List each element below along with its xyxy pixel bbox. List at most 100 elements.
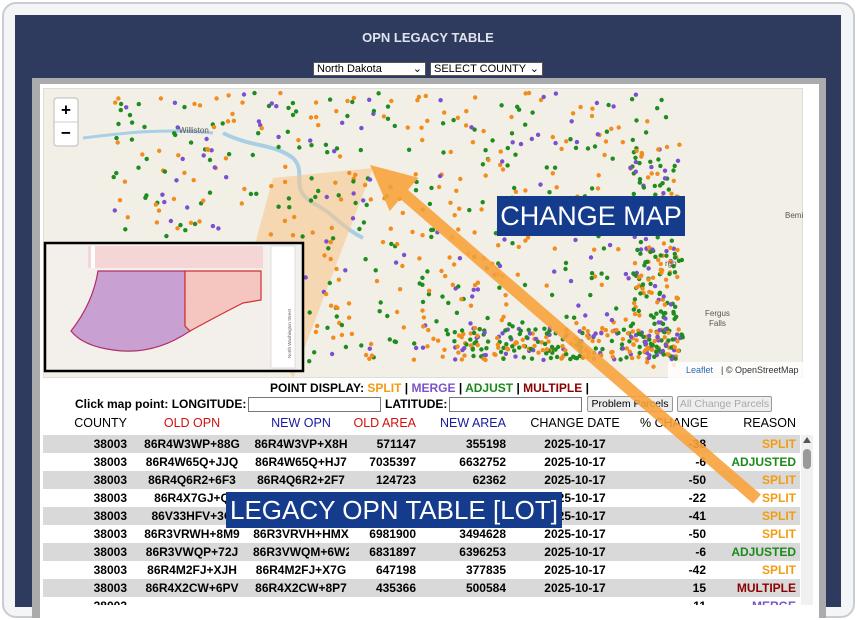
- map-point: [387, 337, 392, 342]
- map-point: [452, 330, 457, 335]
- longitude-input[interactable]: [248, 397, 381, 412]
- attribution-link[interactable]: | © OpenStreetMap: [721, 365, 799, 375]
- map-point: [680, 335, 685, 340]
- map-point: [368, 341, 374, 347]
- map-point: [334, 266, 339, 272]
- problem-parcels-button[interactable]: Problem Parcels: [587, 396, 673, 412]
- map-point: [645, 346, 650, 351]
- map-point: [654, 344, 659, 349]
- map[interactable]: + − Williston Bemi Fergus Falls rgo Nort…: [43, 88, 803, 378]
- table-cell: ADJUSTED: [731, 545, 796, 559]
- scroll-up[interactable]: [803, 437, 811, 443]
- map-point: [445, 332, 451, 337]
- river: [82, 129, 214, 140]
- zoom-out[interactable]: −: [61, 123, 71, 142]
- latitude-input[interactable]: [449, 397, 582, 412]
- map-point: [434, 319, 439, 324]
- table-row: [43, 579, 800, 597]
- lot-label: LEGACY OPN TABLE [LOT]: [226, 492, 562, 528]
- map-point: [563, 266, 568, 272]
- map-point: [591, 356, 596, 361]
- map-point: [658, 253, 663, 258]
- map-point: [664, 253, 669, 258]
- map-point: [648, 249, 653, 255]
- map-point: [663, 327, 668, 332]
- map-point: [574, 139, 580, 145]
- map-point: [553, 347, 558, 352]
- map-point: [113, 100, 118, 105]
- table-cell: -22: [688, 491, 706, 505]
- map-point: [480, 162, 486, 167]
- map-point: [568, 278, 574, 284]
- map-point: [278, 90, 283, 96]
- all-change-parcels-button[interactable]: All Change Parcels: [677, 396, 772, 412]
- map-point: [592, 144, 598, 149]
- map-point: [596, 338, 602, 344]
- map-point: [674, 314, 679, 319]
- map-point: [308, 115, 314, 120]
- place-label: Fergus: [705, 309, 730, 318]
- map-point: [256, 131, 261, 136]
- map-point: [563, 334, 569, 339]
- map-point: [412, 341, 417, 346]
- map-point: [671, 178, 676, 183]
- map-point: [347, 170, 352, 176]
- map-point: [359, 343, 364, 348]
- map-point: [361, 198, 366, 203]
- map-point: [423, 93, 428, 99]
- map-point: [504, 302, 509, 307]
- map-point: [581, 326, 587, 331]
- map-point: [452, 339, 457, 344]
- map-point: [634, 285, 640, 290]
- map-point: [638, 251, 643, 256]
- map-point: [140, 152, 145, 157]
- map-point: [439, 268, 444, 274]
- map-point: [180, 156, 185, 162]
- map-point: [586, 350, 591, 355]
- map-point: [564, 351, 569, 357]
- table-cell: 86R4W65Q+HJ7: [255, 455, 347, 469]
- map-point: [657, 327, 662, 333]
- map-point: [201, 198, 206, 203]
- map-point: [657, 290, 663, 295]
- state-select[interactable]: North Dakota ⌄: [313, 62, 426, 76]
- map-point: [401, 252, 407, 258]
- map-point: [481, 256, 487, 261]
- map-point: [571, 315, 577, 320]
- map-point: [470, 347, 475, 352]
- map-point: [158, 96, 164, 101]
- scrollbar[interactable]: [801, 435, 813, 605]
- map-point: [241, 92, 247, 97]
- map-point: [518, 141, 524, 147]
- map-point: [420, 282, 425, 287]
- map-point: [172, 100, 178, 105]
- map-point: [456, 227, 461, 232]
- table-cell: MERGE: [710, 597, 800, 605]
- zoom-in[interactable]: +: [61, 100, 71, 119]
- map-point: [668, 245, 673, 250]
- map-point: [231, 118, 237, 123]
- scroll-thumb[interactable]: [803, 449, 811, 469]
- map-point: [381, 114, 387, 119]
- attribution-link[interactable]: Leaflet: [686, 365, 714, 375]
- map-point: [368, 197, 373, 202]
- table-cell: SPLIT: [761, 491, 796, 505]
- map-point: [585, 354, 591, 360]
- map-point: [541, 94, 546, 100]
- map-point: [569, 341, 574, 346]
- county-select[interactable]: SELECT COUNTY ⌄: [430, 62, 543, 76]
- map-point: [583, 313, 588, 318]
- map-point: [560, 355, 565, 360]
- legend-item: MERGE: [411, 381, 456, 395]
- inset-new-parcel: [184, 270, 262, 332]
- inset-street: [270, 245, 296, 369]
- map-point: [328, 240, 333, 245]
- map-point: [276, 204, 281, 209]
- map-point: [388, 226, 393, 231]
- map-point: [346, 301, 352, 306]
- map-point: [475, 280, 481, 285]
- map-point: [599, 353, 604, 358]
- map-point: [485, 315, 490, 321]
- inset-road: [91, 246, 95, 268]
- map-point: [157, 148, 162, 153]
